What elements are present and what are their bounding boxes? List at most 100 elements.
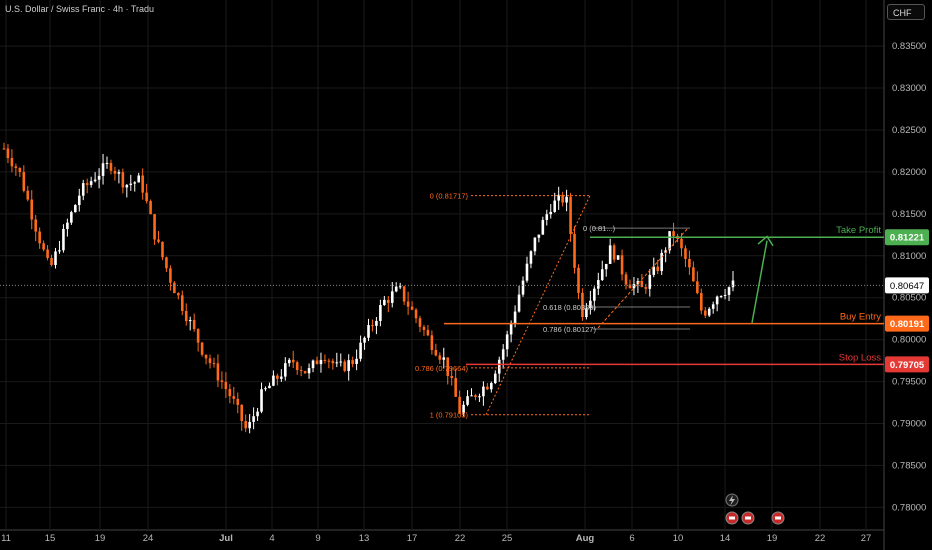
candle-body <box>216 363 220 381</box>
candle-body <box>545 214 549 220</box>
candle-body <box>58 250 61 252</box>
candle-body <box>133 182 137 184</box>
y-tick-label: 0.80500 <box>892 293 926 304</box>
candle-body <box>486 386 489 390</box>
candle-body <box>196 329 200 343</box>
chart-title: U.S. Dollar / Swiss Franc · 4h · Tradu <box>5 4 155 14</box>
candle-body <box>478 396 481 398</box>
fib-level-label: 0.786 (0.79664) <box>415 364 468 373</box>
candle-body <box>470 395 473 397</box>
fib-level-label: 0.618 (0.80389) <box>543 303 596 312</box>
candle-body <box>351 360 354 364</box>
candle-body <box>589 300 592 309</box>
fib-trend-line <box>485 195 591 415</box>
candle-body <box>18 168 22 172</box>
candle-body <box>668 231 671 251</box>
candle-body <box>85 183 89 185</box>
y-tick-label: 0.81000 <box>892 251 926 262</box>
candle-body <box>295 362 299 370</box>
y-tick-label: 0.83500 <box>892 41 926 52</box>
candle-body <box>42 243 45 250</box>
candle-body <box>394 286 398 292</box>
candle-body <box>70 212 73 223</box>
level-label: Take Profit <box>836 225 881 236</box>
candle-body <box>283 363 287 377</box>
candle-body <box>525 263 529 281</box>
candle-body <box>561 194 564 203</box>
candle-body <box>367 325 370 338</box>
projection-arrow <box>751 240 768 323</box>
candle-body <box>6 148 10 158</box>
candle-body <box>593 288 596 301</box>
candle-body <box>656 266 660 272</box>
candle-body <box>299 369 303 372</box>
candle-body <box>105 162 109 164</box>
candle-body <box>719 296 723 298</box>
candle-body <box>430 335 434 350</box>
candle-body <box>145 192 148 202</box>
candle-body <box>482 386 485 397</box>
level-badge <box>885 229 929 246</box>
candle-body <box>600 269 604 281</box>
candle-body <box>529 251 533 264</box>
lightning-icon-glyph <box>729 495 735 506</box>
candle-body <box>62 228 65 251</box>
candle-body <box>212 363 216 365</box>
candle-body <box>474 395 477 398</box>
candle-body <box>74 205 77 213</box>
candle-body <box>129 183 133 185</box>
candle-body <box>307 368 311 374</box>
candle-body <box>10 157 14 167</box>
candle-body <box>533 237 537 252</box>
candle-body <box>359 342 362 359</box>
y-tick-label: 0.79500 <box>892 377 926 388</box>
candle-body <box>335 362 339 364</box>
candle-body <box>141 175 144 193</box>
candle-body <box>557 194 560 201</box>
candle-body <box>97 175 101 180</box>
candle-body <box>113 170 117 174</box>
candle-body <box>264 388 267 390</box>
level-badge <box>885 356 929 373</box>
candle-body <box>371 325 374 327</box>
candle-body <box>402 286 406 302</box>
candle-body <box>375 320 378 326</box>
candle-body <box>624 274 628 285</box>
level-value-label: 0.79705 <box>890 360 925 371</box>
candle-body <box>505 334 509 350</box>
candle-body <box>612 245 616 260</box>
candle-body <box>260 389 263 412</box>
candle-body <box>644 287 648 289</box>
candle-body <box>426 329 430 336</box>
candle-body <box>161 241 164 258</box>
candle-body <box>252 416 255 422</box>
candle-body <box>121 172 125 188</box>
x-tick-label: 9 <box>315 533 320 544</box>
candle-body <box>406 301 410 307</box>
fib-level-label: 1 (0.79105) <box>430 411 469 420</box>
x-tick-label: 11 <box>1 533 11 544</box>
candle-body <box>26 190 30 200</box>
y-tick-label: 0.82500 <box>892 125 926 136</box>
candle-body <box>200 342 204 355</box>
candle-body <box>355 358 358 364</box>
x-tick-label: 6 <box>629 533 634 544</box>
candle-body <box>660 252 663 272</box>
x-tick-label: 19 <box>767 533 778 544</box>
candle-body <box>228 389 232 397</box>
candle-body <box>30 199 34 220</box>
candle-body <box>577 267 580 293</box>
candle-body <box>490 383 493 390</box>
candle-body <box>177 293 180 296</box>
flag-icon-stripe <box>775 516 781 520</box>
y-tick-label: 0.78000 <box>892 502 926 513</box>
candle-body <box>188 320 192 322</box>
level-badge <box>885 315 929 332</box>
candle-body <box>596 280 600 289</box>
candle-body <box>442 357 446 360</box>
currency-button[interactable]: CHF <box>887 4 925 20</box>
candle-body <box>173 282 176 294</box>
y-tick-label: 0.81500 <box>892 209 926 220</box>
y-tick-label: 0.79000 <box>892 418 926 429</box>
